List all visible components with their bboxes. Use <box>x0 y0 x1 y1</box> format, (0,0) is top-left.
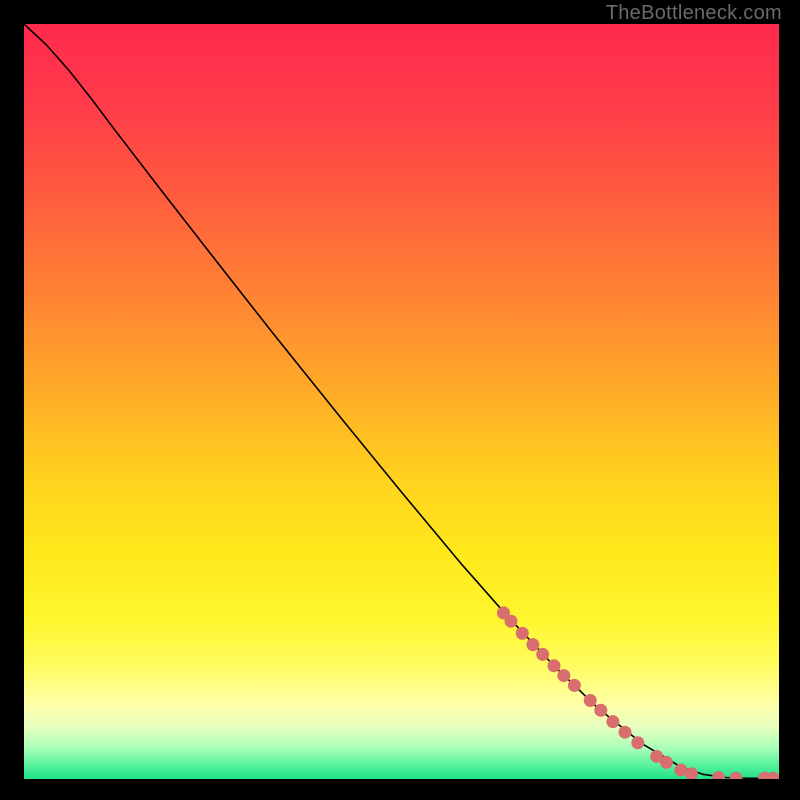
data-marker <box>558 670 570 682</box>
data-marker <box>632 737 644 749</box>
page-frame: TheBottleneck.com <box>0 0 800 800</box>
data-marker <box>527 639 539 651</box>
plot-area <box>24 24 779 779</box>
data-marker <box>505 615 517 627</box>
data-marker <box>661 756 673 768</box>
data-marker <box>516 627 528 639</box>
data-marker <box>607 716 619 728</box>
data-marker <box>595 704 607 716</box>
watermark-text: TheBottleneck.com <box>606 2 782 25</box>
data-marker <box>713 771 725 779</box>
gradient-background <box>24 24 779 779</box>
data-marker <box>568 679 580 691</box>
data-marker <box>548 660 560 672</box>
data-marker <box>685 768 697 779</box>
data-marker <box>619 726 631 738</box>
data-marker <box>537 648 549 660</box>
data-marker <box>584 694 596 706</box>
chart-svg <box>24 24 779 779</box>
